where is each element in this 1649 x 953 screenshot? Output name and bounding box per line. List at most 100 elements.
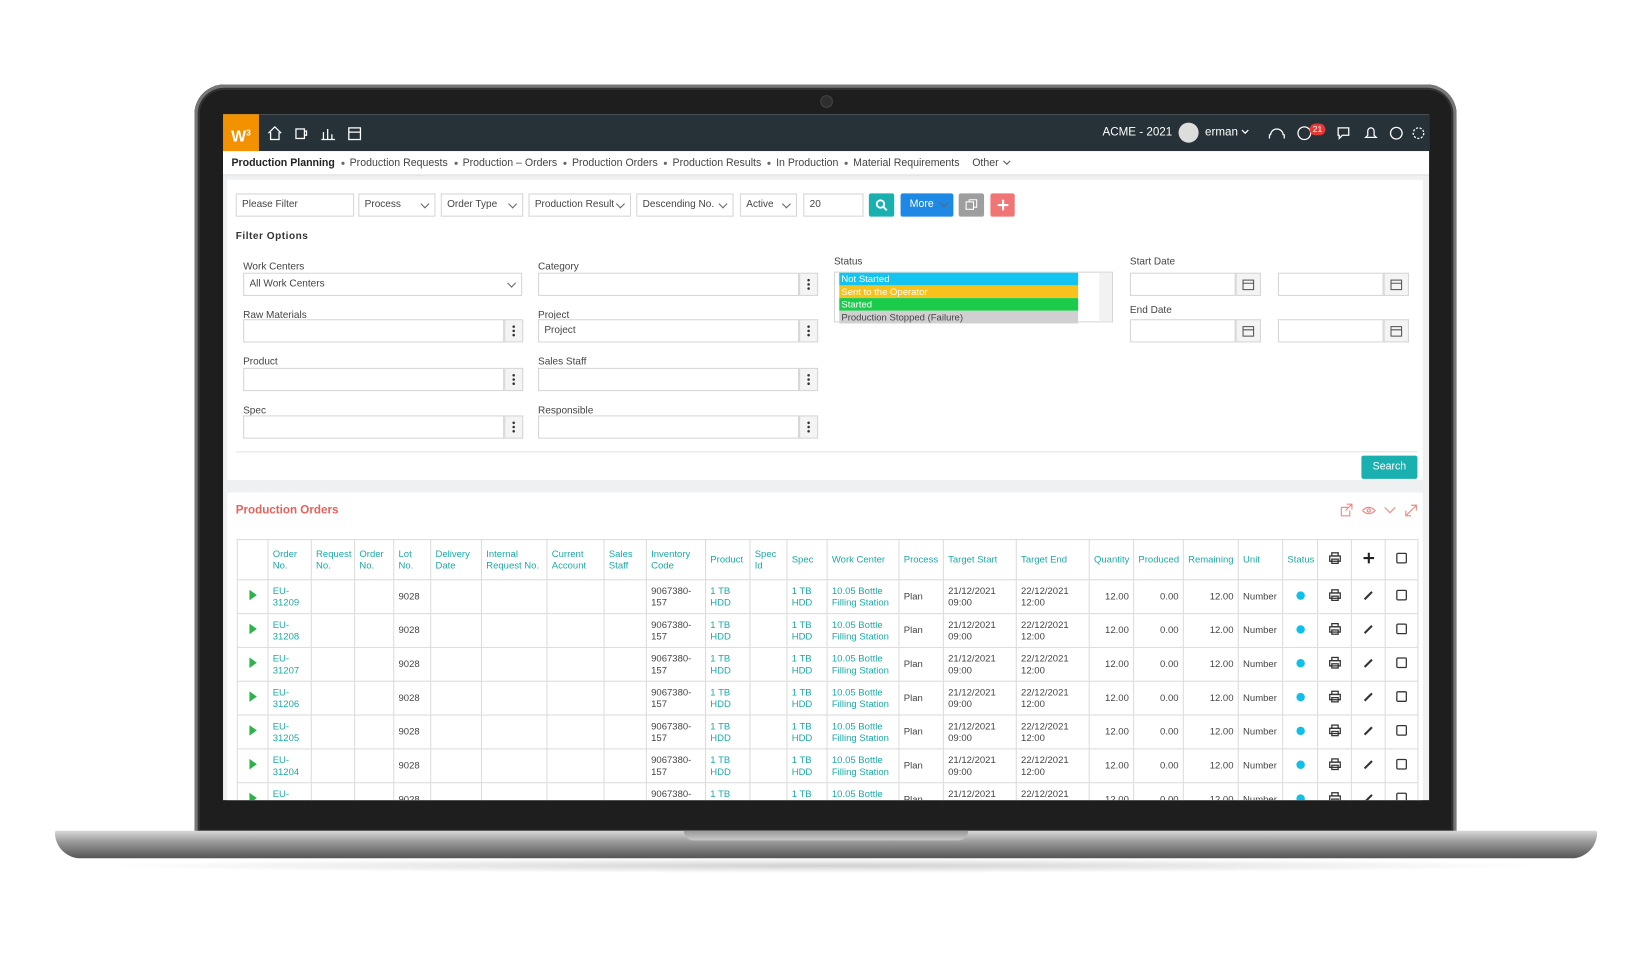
spec[interactable]: 1 TB HDD: [786, 646, 828, 682]
tab[interactable]: Production – Orders: [454, 157, 558, 169]
work-center[interactable]: 10.05 Bottle Filling Station: [826, 613, 900, 648]
work-center[interactable]: 10.05 Bottle Filling Station: [826, 680, 900, 716]
spec[interactable]: 1 TB HDD: [786, 613, 828, 648]
expand-row[interactable]: [248, 758, 257, 770]
tab[interactable]: In Production: [768, 157, 838, 169]
order-no[interactable]: EU-31204: [267, 748, 312, 784]
calendar-button[interactable]: [1383, 272, 1409, 296]
bell-icon[interactable]: [1364, 127, 1378, 139]
picker-button[interactable]: [799, 319, 819, 343]
filter-input[interactable]: Please Filter: [235, 193, 355, 217]
calendar-icon[interactable]: [348, 127, 362, 141]
order-no[interactable]: EU-31206: [267, 680, 312, 716]
picker-button[interactable]: [504, 319, 524, 343]
logo[interactable]: W3: [223, 114, 259, 152]
spec[interactable]: 1 TB HDD: [786, 782, 828, 801]
expand-row[interactable]: [248, 792, 257, 801]
spec[interactable]: 1 TB HDD: [786, 748, 828, 784]
tab[interactable]: Production Results: [664, 157, 762, 169]
order-no[interactable]: EU-31207: [267, 646, 312, 682]
date-input[interactable]: [1129, 319, 1236, 343]
spec[interactable]: 1 TB HDD: [786, 579, 828, 615]
tab[interactable]: Other: [972, 157, 1011, 169]
expand-icon[interactable]: [1405, 504, 1417, 517]
product[interactable]: 1 TB HDD: [705, 714, 751, 750]
picker-button[interactable]: [504, 367, 524, 392]
expand-row[interactable]: [248, 691, 257, 702]
order-no[interactable]: EU-31203: [267, 782, 312, 801]
product[interactable]: 1 TB HDD: [705, 613, 751, 648]
work-center[interactable]: 10.05 Bottle Filling Station: [826, 714, 900, 750]
calendar-button[interactable]: [1235, 272, 1262, 296]
work-center[interactable]: 10.05 Bottle Filling Station: [826, 748, 900, 784]
edit-icon[interactable]: [1362, 589, 1375, 602]
text-input[interactable]: [538, 272, 800, 296]
search-button[interactable]: Search: [1361, 455, 1418, 479]
status-option[interactable]: Started: [839, 298, 1079, 311]
calendar-button[interactable]: [1383, 319, 1409, 343]
picker-button[interactable]: [504, 415, 524, 439]
edit-icon[interactable]: [1362, 656, 1375, 669]
date-input[interactable]: [1277, 272, 1384, 296]
edit-icon[interactable]: [1362, 690, 1375, 703]
filter-select[interactable]: Order Type: [440, 193, 524, 217]
date-input[interactable]: [1277, 319, 1384, 343]
picker-button[interactable]: [799, 272, 819, 296]
text-input[interactable]: [538, 367, 800, 392]
filter-select[interactable]: Process: [358, 193, 436, 217]
text-input[interactable]: [243, 415, 505, 439]
copy-button[interactable]: [958, 193, 985, 217]
view-icon[interactable]: [1362, 506, 1376, 515]
calendar-button[interactable]: [1235, 319, 1262, 343]
product[interactable]: 1 TB HDD: [705, 646, 751, 682]
expand-row[interactable]: [248, 657, 257, 669]
edit-icon[interactable]: [1362, 758, 1375, 771]
collapse-icon[interactable]: [1384, 506, 1396, 514]
text-input[interactable]: [243, 319, 505, 343]
filter-select[interactable]: Active: [739, 193, 797, 217]
select-input[interactable]: All Work Centers: [243, 272, 523, 296]
tab[interactable]: Production Planning: [231, 156, 335, 169]
status-option[interactable]: Production Stopped (Failure): [839, 310, 1079, 324]
edit-icon[interactable]: [1362, 724, 1375, 737]
settings-icon[interactable]: [1412, 127, 1425, 140]
status-option[interactable]: Not Started: [839, 272, 1079, 286]
text-input[interactable]: [243, 367, 505, 392]
spec[interactable]: 1 TB HDD: [786, 714, 828, 750]
help-icon[interactable]: [1389, 126, 1403, 140]
edit-icon[interactable]: [1362, 623, 1375, 636]
home-icon[interactable]: [268, 125, 282, 141]
picker-button[interactable]: [799, 415, 819, 439]
cup-icon[interactable]: [295, 128, 306, 140]
user-name[interactable]: erman: [1204, 125, 1238, 139]
tab[interactable]: Material Requirements: [845, 157, 959, 169]
order-no[interactable]: EU-31205: [267, 714, 312, 750]
order-no[interactable]: EU-31209: [267, 579, 312, 615]
filter-select[interactable]: Descending No.: [636, 193, 734, 217]
order-no[interactable]: EU-31208: [267, 613, 312, 648]
chart-icon[interactable]: [321, 128, 336, 141]
chat-icon[interactable]: [1337, 127, 1350, 140]
spec[interactable]: 1 TB HDD: [786, 680, 828, 716]
text-input[interactable]: Project: [538, 319, 800, 343]
tab[interactable]: Production Requests: [341, 157, 448, 169]
product[interactable]: 1 TB HDD: [705, 579, 751, 615]
edit-icon[interactable]: [1362, 792, 1375, 801]
expand-row[interactable]: [248, 589, 257, 601]
company[interactable]: ACME - 2021: [1102, 125, 1173, 139]
support-icon[interactable]: [1268, 128, 1285, 139]
work-center[interactable]: 10.05 Bottle Filling Station: [826, 579, 900, 615]
export-icon[interactable]: [1340, 503, 1353, 517]
expand-row[interactable]: [248, 725, 257, 736]
page-size-input[interactable]: 20: [803, 193, 864, 217]
avatar[interactable]: [1178, 122, 1199, 143]
expand-row[interactable]: [248, 623, 257, 635]
filter-select[interactable]: Production Result: [528, 193, 632, 217]
more-button[interactable]: More: [900, 193, 954, 217]
product[interactable]: 1 TB HDD: [705, 680, 751, 716]
work-center[interactable]: 10.05 Bottle Filling Station: [826, 646, 900, 682]
text-input[interactable]: [538, 415, 800, 439]
date-input[interactable]: [1129, 272, 1236, 296]
status-option[interactable]: Sent to the Operator: [839, 285, 1079, 299]
add-button[interactable]: [990, 193, 1015, 217]
